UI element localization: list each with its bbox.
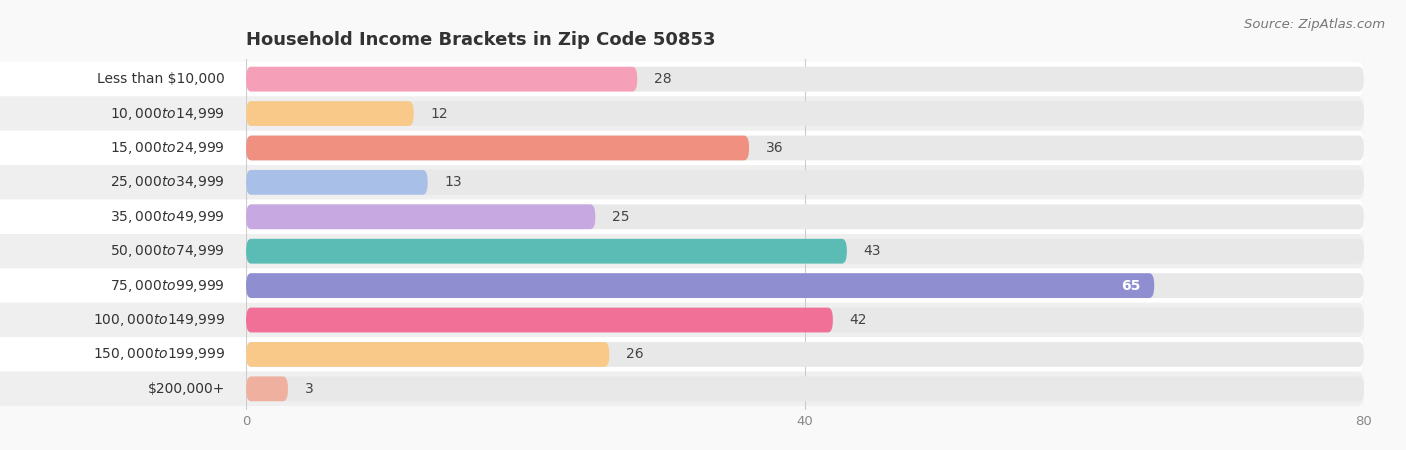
Text: $35,000 to $49,999: $35,000 to $49,999 xyxy=(110,209,225,225)
Text: $15,000 to $24,999: $15,000 to $24,999 xyxy=(110,140,225,156)
Text: 3: 3 xyxy=(305,382,314,396)
FancyBboxPatch shape xyxy=(246,204,595,229)
FancyBboxPatch shape xyxy=(246,135,1364,160)
Text: 26: 26 xyxy=(626,347,644,361)
Text: Less than $10,000: Less than $10,000 xyxy=(97,72,225,86)
FancyBboxPatch shape xyxy=(246,239,1364,264)
FancyBboxPatch shape xyxy=(246,204,1364,229)
FancyBboxPatch shape xyxy=(246,308,1364,333)
FancyBboxPatch shape xyxy=(0,268,1364,303)
Text: $25,000 to $34,999: $25,000 to $34,999 xyxy=(110,175,225,190)
FancyBboxPatch shape xyxy=(0,165,1364,200)
FancyBboxPatch shape xyxy=(246,308,832,333)
FancyBboxPatch shape xyxy=(0,303,1364,337)
Text: $75,000 to $99,999: $75,000 to $99,999 xyxy=(110,278,225,293)
Text: 25: 25 xyxy=(612,210,630,224)
FancyBboxPatch shape xyxy=(246,377,1364,401)
Text: Source: ZipAtlas.com: Source: ZipAtlas.com xyxy=(1244,18,1385,31)
Text: 12: 12 xyxy=(430,107,449,121)
FancyBboxPatch shape xyxy=(246,170,427,195)
Text: $100,000 to $149,999: $100,000 to $149,999 xyxy=(93,312,225,328)
FancyBboxPatch shape xyxy=(0,131,1364,165)
FancyBboxPatch shape xyxy=(246,101,1364,126)
Text: $50,000 to $74,999: $50,000 to $74,999 xyxy=(110,243,225,259)
FancyBboxPatch shape xyxy=(246,239,846,264)
Text: 43: 43 xyxy=(863,244,882,258)
FancyBboxPatch shape xyxy=(246,342,609,367)
FancyBboxPatch shape xyxy=(246,342,1364,367)
FancyBboxPatch shape xyxy=(0,96,1364,131)
FancyBboxPatch shape xyxy=(0,62,1364,96)
Text: 28: 28 xyxy=(654,72,672,86)
FancyBboxPatch shape xyxy=(0,200,1364,234)
FancyBboxPatch shape xyxy=(246,67,637,91)
FancyBboxPatch shape xyxy=(0,372,1364,406)
FancyBboxPatch shape xyxy=(246,101,413,126)
Text: 42: 42 xyxy=(849,313,868,327)
FancyBboxPatch shape xyxy=(0,337,1364,372)
Text: Household Income Brackets in Zip Code 50853: Household Income Brackets in Zip Code 50… xyxy=(246,31,716,49)
Text: $200,000+: $200,000+ xyxy=(148,382,225,396)
FancyBboxPatch shape xyxy=(0,234,1364,268)
Text: 36: 36 xyxy=(766,141,783,155)
Text: $150,000 to $199,999: $150,000 to $199,999 xyxy=(93,346,225,362)
Text: $10,000 to $14,999: $10,000 to $14,999 xyxy=(110,106,225,122)
Text: 65: 65 xyxy=(1121,279,1140,292)
FancyBboxPatch shape xyxy=(246,170,1364,195)
FancyBboxPatch shape xyxy=(246,135,749,160)
FancyBboxPatch shape xyxy=(246,67,1364,91)
FancyBboxPatch shape xyxy=(246,273,1154,298)
Text: 13: 13 xyxy=(444,176,463,189)
FancyBboxPatch shape xyxy=(246,377,288,401)
FancyBboxPatch shape xyxy=(246,273,1364,298)
